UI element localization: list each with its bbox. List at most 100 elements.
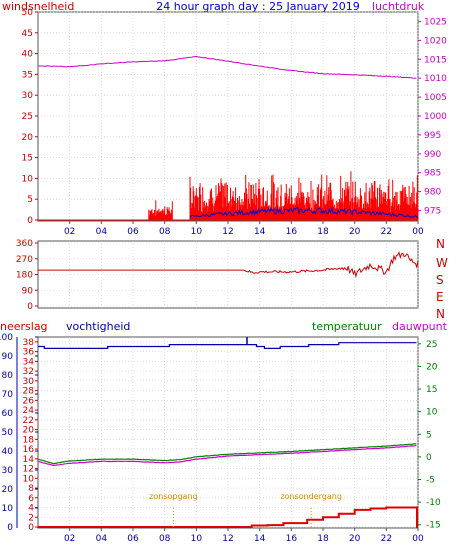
x-tick-label: 14 <box>254 534 266 544</box>
rain-axis-tick-label: 2 <box>28 513 34 523</box>
wind-gust-trace <box>148 200 173 220</box>
wind-axis-tick-label: 0 <box>27 216 33 226</box>
x-tick-label: 10 <box>191 534 203 544</box>
temperature-axis-tick-label: 0 <box>426 453 432 463</box>
x-tick-label: 00 <box>412 534 424 544</box>
wind-axis-tick-label: 15 <box>22 154 33 164</box>
rain-axis-tick-label: 10 <box>23 474 35 484</box>
rain-label: neerslag <box>0 320 48 333</box>
pressure-axis-tick-label: 1005 <box>424 93 447 103</box>
temperature-axis-tick-label: 10 <box>426 408 438 418</box>
wind-axis-tick-label: 45 <box>22 29 33 39</box>
x-tick-label: 06 <box>127 534 139 544</box>
compass-label: E <box>436 290 444 304</box>
sunset-label: zonsondergang <box>280 492 342 501</box>
humidity-axis-tick-label: 0 <box>7 523 13 533</box>
rain-line <box>38 506 418 528</box>
temperature-line <box>37 443 417 465</box>
dewpoint-label: dauwpunt <box>392 320 448 333</box>
rain-axis-tick-label: 22 <box>23 416 34 426</box>
x-tick-label: 00 <box>412 227 424 237</box>
rain-axis-tick-label: 24 <box>23 406 35 416</box>
rain-axis-tick-label: 12 <box>23 465 34 475</box>
humidity-axis-tick-label: 30 <box>2 466 14 476</box>
pressure-line <box>37 55 417 79</box>
rain-axis-tick-label: 32 <box>23 367 34 377</box>
compass-label: W <box>436 256 448 270</box>
pressure-axis-tick-label: 990 <box>424 150 441 160</box>
x-tick-label: 18 <box>317 534 329 544</box>
humidity-axis-tick-label: 100 <box>0 333 13 343</box>
dewpoint-line <box>37 444 417 467</box>
direction-axis-tick-label: 0 <box>27 302 33 312</box>
pressure-axis-tick-label: 995 <box>424 131 441 141</box>
header-left-label: windsnelheid <box>2 0 74 13</box>
x-tick-label: 20 <box>349 227 361 237</box>
rain-axis-tick-label: 30 <box>23 377 35 387</box>
x-tick-label: 12 <box>222 227 233 237</box>
compass-label: N <box>436 307 445 321</box>
header-right-label: luchtdruk <box>372 0 425 13</box>
rain-axis-tick-label: 8 <box>28 484 34 494</box>
x-tick-label: 08 <box>159 534 171 544</box>
humidity-axis-tick-label: 40 <box>2 447 14 457</box>
rain-axis-tick-label: 0 <box>28 523 34 533</box>
x-tick-label: 20 <box>349 534 361 544</box>
rain-axis-tick-label: 28 <box>23 387 35 397</box>
temperature-axis-tick-label: -15 <box>426 521 441 531</box>
temperature-axis-tick-label: 15 <box>426 385 437 395</box>
pressure-axis-tick-label: 1000 <box>424 112 447 122</box>
wind-direction-line <box>38 251 419 279</box>
humidity-line <box>38 342 417 349</box>
x-tick-label: 04 <box>96 534 108 544</box>
wind-axis-tick-label: 10 <box>22 174 34 184</box>
humidity-axis-tick-label: 70 <box>2 390 14 400</box>
x-tick-label: 22 <box>381 534 392 544</box>
rain-axis-tick-label: 4 <box>28 504 34 514</box>
wind-average-line <box>189 206 419 219</box>
temperature-axis-tick-label: 25 <box>426 340 437 350</box>
pressure-axis-tick-label: 1025 <box>424 17 447 27</box>
humidity-axis-tick-label: 80 <box>2 371 14 381</box>
humidity-axis-tick-label: 50 <box>2 428 14 438</box>
humidity-axis-tick-label: 60 <box>2 409 14 419</box>
x-tick-label: 16 <box>286 534 298 544</box>
temperature-axis-tick-label: -10 <box>426 498 441 508</box>
pressure-axis-tick-label: 1020 <box>424 36 447 46</box>
rain-axis-tick-label: 14 <box>23 455 35 465</box>
wind-axis-tick-label: 40 <box>22 50 34 60</box>
rain-axis-tick-label: 6 <box>28 494 34 504</box>
x-tick-label: 02 <box>64 227 75 237</box>
pressure-axis-tick-label: 1015 <box>424 55 447 65</box>
rain-axis-tick-label: 34 <box>23 357 35 367</box>
compass-label: S <box>436 273 444 287</box>
direction-axis-tick-label: 270 <box>16 255 33 265</box>
x-tick-label: 02 <box>64 534 75 544</box>
wind-axis-tick-label: 50 <box>22 8 34 18</box>
temperature-axis-tick-label: 20 <box>426 362 438 372</box>
header-title: 24 hour graph day : 25 January 2019 <box>156 0 360 13</box>
pressure-axis-tick-label: 1010 <box>424 74 447 84</box>
humidity-label: vochtigheid <box>66 320 130 333</box>
sunrise-label: zonsopgang <box>149 492 197 501</box>
wind-axis-tick-label: 20 <box>22 133 34 143</box>
wind-axis-tick-label: 25 <box>22 112 33 122</box>
direction-axis-tick-label: 180 <box>16 271 33 281</box>
humidity-axis-tick-label: 20 <box>2 485 14 495</box>
x-tick-label: 12 <box>222 534 233 544</box>
pressure-axis-tick-label: 975 <box>424 207 441 217</box>
x-tick-label: 22 <box>381 227 392 237</box>
rain-axis-tick-label: 38 <box>23 338 35 348</box>
pressure-axis-tick-label: 980 <box>424 188 441 198</box>
rain-axis-tick-label: 18 <box>23 435 35 445</box>
humidity-axis-tick-label: 10 <box>2 504 14 514</box>
compass-label: N <box>436 237 445 251</box>
temperature-axis-tick-label: -5 <box>426 476 435 486</box>
x-tick-label: 06 <box>127 227 139 237</box>
humidity-temperature-panel: 0102030405060708090100024681012141618202… <box>0 333 441 544</box>
direction-axis-tick-label: 90 <box>22 286 34 296</box>
rain-axis-tick-label: 36 <box>23 348 35 358</box>
x-tick-label: 14 <box>254 227 266 237</box>
